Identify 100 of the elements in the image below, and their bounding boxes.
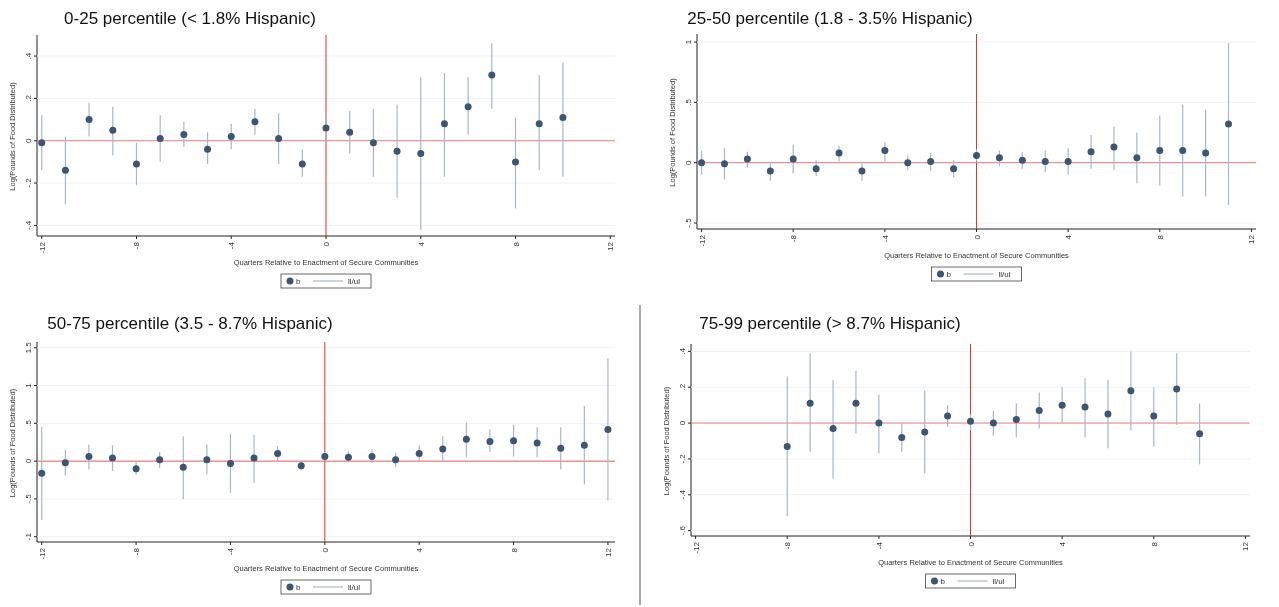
point: [440, 120, 448, 128]
y-tick-label: -.2: [24, 177, 33, 188]
y-tick-label: -.4: [24, 220, 33, 231]
point: [950, 165, 958, 173]
point: [989, 419, 997, 427]
point: [1064, 157, 1072, 165]
point: [580, 441, 588, 449]
point: [393, 147, 401, 155]
y-tick-label: 0: [678, 420, 687, 426]
point: [720, 160, 728, 168]
x-tick-label: 0: [322, 241, 331, 247]
x-tick-label: 12: [1241, 541, 1251, 551]
point: [61, 166, 69, 174]
point: [995, 154, 1003, 162]
point: [1041, 157, 1049, 165]
x-tick-label: -4: [227, 241, 237, 250]
point: [1127, 387, 1135, 395]
point: [512, 158, 520, 166]
legend-label: b: [296, 277, 301, 286]
point: [38, 469, 46, 477]
point: [274, 450, 282, 458]
x-tick-label: 4: [1058, 541, 1068, 547]
x-tick-label: -8: [132, 241, 142, 250]
point: [835, 149, 843, 157]
point: [132, 465, 140, 473]
point: [1035, 407, 1043, 415]
point: [226, 459, 234, 467]
point: [1110, 143, 1118, 151]
y-tick-label: 1: [24, 382, 33, 388]
text: ll/ul: [348, 583, 361, 592]
x-tick-label: 8: [511, 241, 521, 247]
x-tick-label: -8: [783, 541, 793, 550]
x-tick-label: 0: [966, 541, 976, 547]
point: [38, 139, 46, 147]
point: [533, 439, 541, 447]
y-tick-label: 1.5: [24, 341, 33, 354]
point: [783, 442, 791, 450]
x-tick-label: 0: [320, 547, 330, 553]
point: [108, 454, 116, 462]
point: [1133, 154, 1141, 162]
y-tick-label: .4: [678, 347, 687, 355]
point: [1179, 147, 1187, 155]
y-tick-label: 1: [684, 39, 693, 45]
point: [486, 437, 494, 445]
point: [1196, 430, 1204, 438]
point: [179, 463, 187, 471]
chart-title: 50-75 percentile (3.5 - 8.7% Hispanic): [47, 314, 333, 333]
point: [251, 118, 259, 126]
x-tick-label: -8: [132, 547, 142, 556]
point: [275, 135, 283, 143]
x-tick-label: 12: [603, 547, 613, 557]
y-tick-label: -.5: [684, 217, 693, 228]
point: [875, 419, 883, 427]
point: [1012, 415, 1020, 423]
point: [806, 399, 814, 407]
point: [109, 126, 117, 134]
x-tick-label: 12: [1247, 234, 1257, 244]
point: [417, 149, 425, 157]
point: [904, 159, 912, 167]
point: [488, 71, 496, 79]
point: [204, 145, 212, 153]
y-tick-label: .5: [684, 98, 693, 106]
x-tick-label: -4: [226, 547, 236, 556]
point: [156, 456, 164, 464]
x-tick-label: -12: [37, 547, 47, 560]
x-tick-label: 4: [416, 241, 426, 247]
x-tick-label: -12: [37, 241, 47, 254]
point: [462, 435, 470, 443]
y-tick-label: -.2: [678, 453, 687, 464]
point: [180, 130, 188, 138]
y-tick-label: -1: [24, 532, 33, 541]
text: ll/ul: [348, 277, 361, 286]
point: [944, 412, 952, 420]
point: [921, 428, 929, 436]
point: [829, 424, 837, 432]
point: [1173, 385, 1181, 393]
point: [1058, 401, 1066, 409]
x-tick-label: 8: [1149, 541, 1159, 547]
point: [250, 454, 258, 462]
point: [559, 113, 567, 121]
x-tick-label: -4: [880, 234, 890, 243]
point: [812, 165, 820, 173]
point: [743, 155, 751, 163]
point: [604, 425, 612, 433]
legend-label: b: [946, 270, 952, 279]
point: [132, 160, 140, 168]
x-tick-label: 0: [972, 234, 982, 240]
point: [927, 157, 935, 165]
legend-label: b: [296, 583, 301, 592]
point: [1225, 120, 1233, 128]
point: [973, 151, 980, 159]
point: [369, 139, 377, 147]
y-tick-label: -.4: [678, 489, 687, 500]
x-tick-label: -8: [789, 234, 799, 243]
point: [322, 124, 330, 132]
point: [1150, 412, 1158, 420]
x-tick-label: 4: [1064, 234, 1074, 240]
legend-label: b: [940, 577, 946, 586]
y-tick-label: 0: [24, 137, 33, 143]
point: [346, 128, 354, 136]
